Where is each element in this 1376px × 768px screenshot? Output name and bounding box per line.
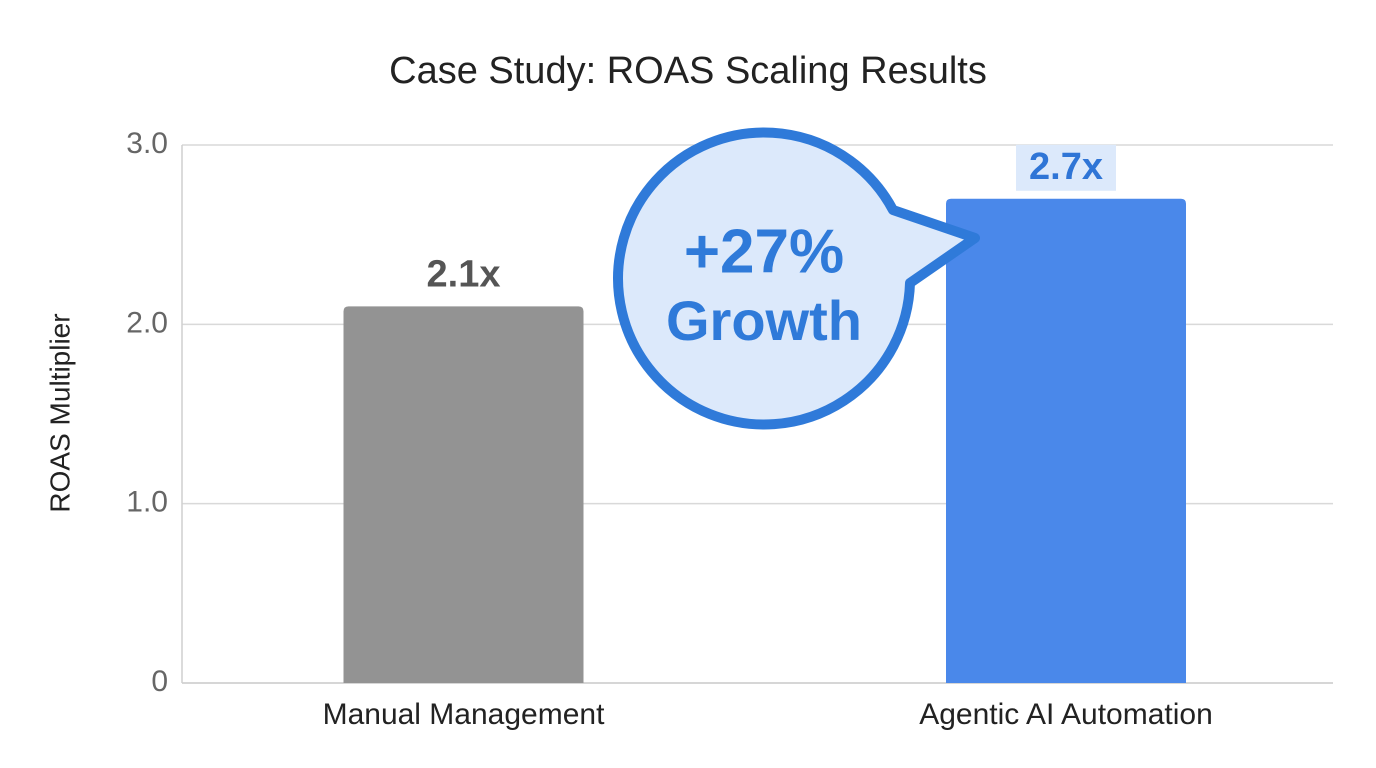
x-tick-label: Manual Management: [323, 698, 606, 731]
value-label: 2.7x: [1029, 146, 1103, 188]
annotation-bubble: [613, 127, 980, 430]
annotation-text: +27%: [684, 217, 844, 286]
annotation-text: Growth: [666, 289, 862, 352]
y-tick-label: 1.0: [126, 486, 168, 519]
y-axis-title: ROAS Multiplier: [44, 313, 75, 512]
y-tick-label: 3.0: [126, 127, 168, 160]
bar: [946, 198, 1186, 684]
value-label: 2.1x: [427, 253, 501, 295]
y-tick-label: 2.0: [126, 306, 168, 339]
chart-title: Case Study: ROAS Scaling Results: [389, 50, 987, 92]
bar: [343, 306, 584, 683]
y-tick-label: 0: [151, 665, 168, 698]
x-tick-label: Agentic AI Automation: [919, 698, 1213, 731]
value-label-background: [1016, 144, 1116, 191]
